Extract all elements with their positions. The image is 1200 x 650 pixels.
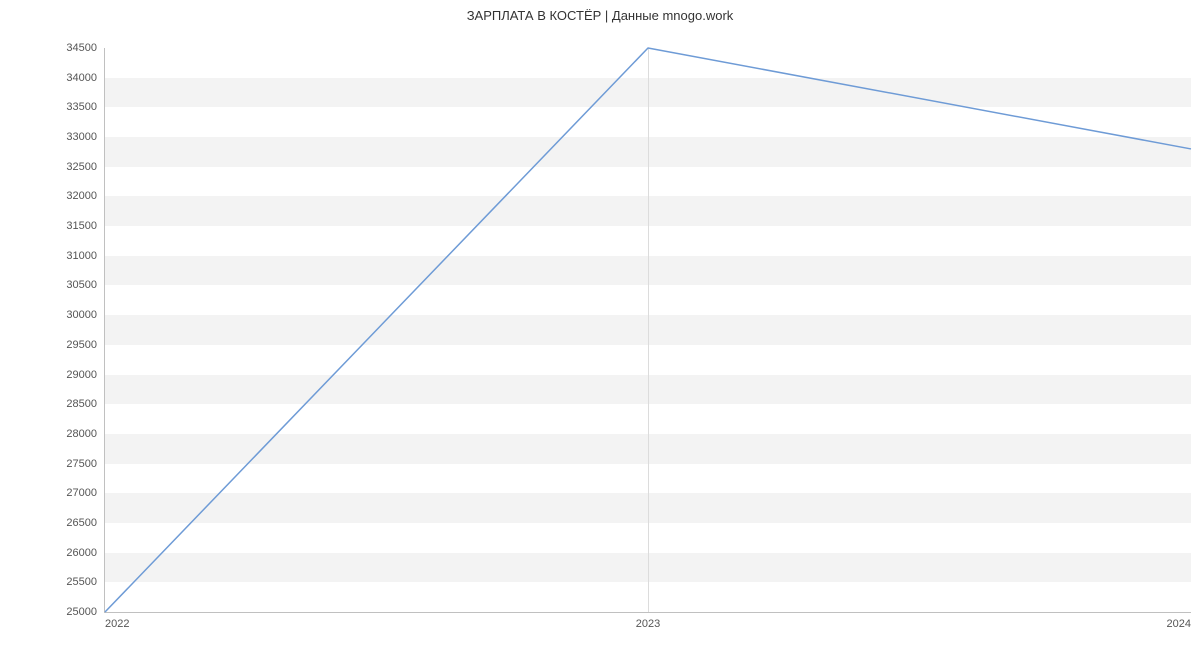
y-tick-label: 29000 [66, 369, 97, 381]
y-tick-label: 32500 [66, 161, 97, 173]
y-tick-label: 26000 [66, 547, 97, 559]
x-tick-label: 2023 [636, 618, 660, 630]
y-tick-label: 29500 [66, 339, 97, 351]
x-tick-label: 2022 [105, 618, 129, 630]
y-tick-label: 33000 [66, 131, 97, 143]
y-tick-label: 26500 [66, 517, 97, 529]
x-tick-label: 2024 [1167, 618, 1191, 630]
series-line [105, 48, 1191, 612]
y-tick-label: 25000 [66, 606, 97, 618]
y-tick-label: 27000 [66, 487, 97, 499]
y-tick-label: 34000 [66, 72, 97, 84]
chart-container: ЗАРПЛАТА В КОСТЁР | Данные mnogo.work 25… [0, 0, 1200, 650]
y-tick-label: 32000 [66, 190, 97, 202]
y-tick-label: 27500 [66, 458, 97, 470]
chart-title: ЗАРПЛАТА В КОСТЁР | Данные mnogo.work [0, 8, 1200, 23]
y-tick-label: 31500 [66, 220, 97, 232]
y-tick-label: 30500 [66, 279, 97, 291]
y-tick-label: 28000 [66, 428, 97, 440]
y-tick-label: 25500 [66, 576, 97, 588]
y-tick-label: 33500 [66, 101, 97, 113]
y-tick-label: 28500 [66, 398, 97, 410]
y-tick-label: 30000 [66, 309, 97, 321]
y-tick-label: 31000 [66, 250, 97, 262]
plot-area: 2500025500260002650027000275002800028500… [104, 48, 1191, 613]
y-tick-label: 34500 [66, 42, 97, 54]
